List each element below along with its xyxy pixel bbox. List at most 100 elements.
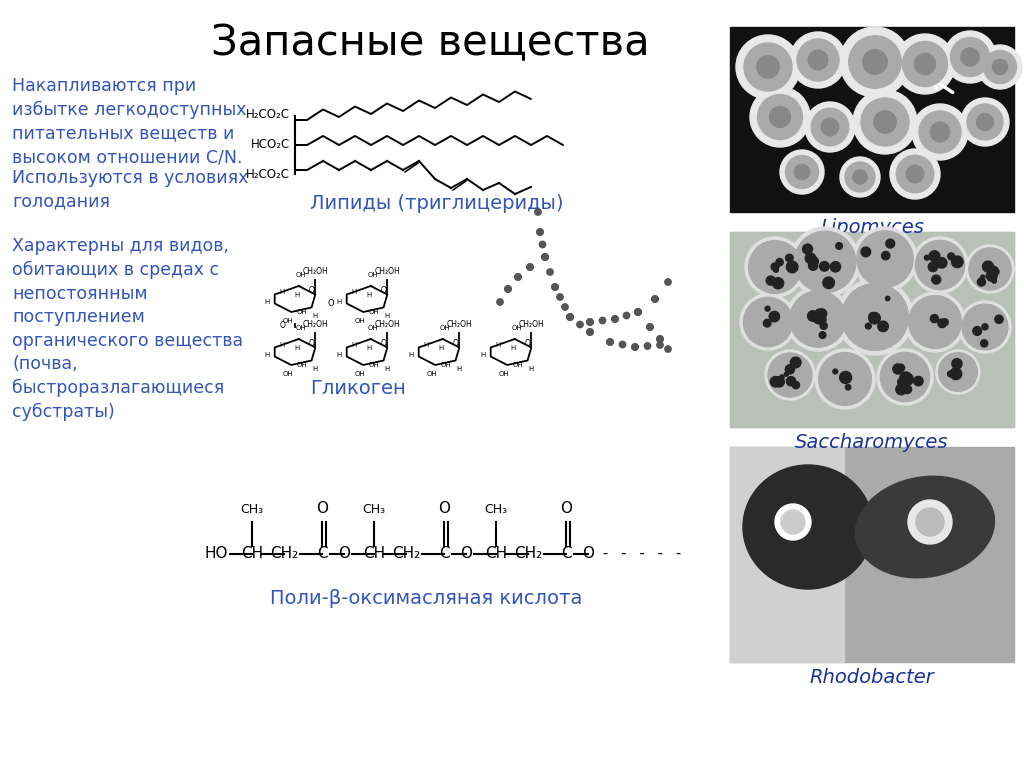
Text: H: H [351,343,357,348]
Circle shape [740,294,796,350]
Circle shape [773,268,778,272]
Circle shape [542,254,548,260]
Text: Гликоген: Гликоген [310,379,406,398]
Text: H: H [280,343,285,348]
Circle shape [515,274,521,280]
Circle shape [905,292,965,352]
Circle shape [805,102,855,152]
Circle shape [770,377,780,387]
Text: O: O [582,547,594,561]
Text: CH: CH [241,547,263,561]
Circle shape [757,56,779,78]
Circle shape [537,229,543,235]
Circle shape [647,324,653,331]
Circle shape [969,248,1011,290]
Circle shape [912,104,968,160]
Circle shape [898,377,906,387]
Circle shape [813,313,823,324]
Text: H: H [496,343,501,348]
Circle shape [607,339,613,345]
Circle shape [776,258,783,266]
Ellipse shape [743,465,873,589]
Circle shape [819,310,825,316]
Circle shape [535,209,542,216]
Circle shape [786,377,796,386]
Bar [730,232,1014,427]
Circle shape [840,27,910,97]
Text: H: H [312,314,317,320]
Circle shape [790,32,846,88]
Text: H: H [367,292,372,298]
Text: H: H [424,343,429,348]
Circle shape [816,309,822,316]
Text: Поли-β-оксимасляная кислота: Поли-β-оксимасляная кислота [270,589,583,608]
Circle shape [993,269,999,275]
Circle shape [537,229,543,235]
Circle shape [750,87,810,147]
Circle shape [896,384,906,395]
Circle shape [821,118,839,136]
Circle shape [837,279,913,355]
Circle shape [567,314,573,320]
Circle shape [977,114,993,130]
Circle shape [950,368,962,380]
Circle shape [966,245,1014,293]
Circle shape [912,237,968,293]
Text: HO: HO [205,547,228,561]
Text: H: H [294,292,299,298]
Circle shape [745,237,805,297]
Circle shape [982,324,988,330]
Circle shape [542,254,548,260]
Circle shape [895,34,955,94]
Circle shape [903,385,911,393]
Circle shape [819,262,829,271]
Text: OH: OH [512,362,523,368]
Circle shape [937,258,947,268]
Circle shape [842,284,908,351]
Text: CH₂OH: CH₂OH [446,320,472,329]
Circle shape [765,350,815,400]
Text: CH: CH [485,547,507,561]
Circle shape [973,327,982,335]
Circle shape [944,31,996,83]
Circle shape [941,319,948,325]
Text: - - - - -: - - - - - [601,547,683,561]
Circle shape [552,284,558,290]
Circle shape [557,294,563,300]
Text: HCO₂C: HCO₂C [251,139,290,152]
Circle shape [950,38,989,77]
Circle shape [599,318,606,324]
Circle shape [784,372,788,376]
Circle shape [515,274,521,280]
Text: H: H [264,351,269,357]
Text: O: O [280,321,286,330]
Circle shape [994,315,1004,324]
Circle shape [992,278,996,283]
Circle shape [916,508,944,536]
Circle shape [893,364,903,374]
Text: H: H [409,351,414,357]
Circle shape [567,314,573,320]
Circle shape [908,295,962,348]
Text: Накапливаются при
избытке легкодоступных
питательных веществ и
высоком отношении: Накапливаются при избытке легкодоступных… [12,77,247,166]
Circle shape [881,352,930,402]
Circle shape [587,329,593,335]
Circle shape [766,276,775,285]
Circle shape [780,375,784,379]
Bar [730,232,1014,427]
Circle shape [818,353,871,406]
Circle shape [652,296,658,302]
Circle shape [780,150,824,194]
Circle shape [577,321,584,328]
Circle shape [805,253,816,264]
Circle shape [986,271,997,281]
Circle shape [644,343,650,349]
Text: C: C [316,547,328,561]
Text: O: O [316,501,328,516]
Text: H: H [384,314,389,320]
Circle shape [773,265,778,270]
Circle shape [743,298,793,347]
Text: OH: OH [355,371,366,377]
Text: O: O [460,547,472,561]
Circle shape [808,311,818,321]
